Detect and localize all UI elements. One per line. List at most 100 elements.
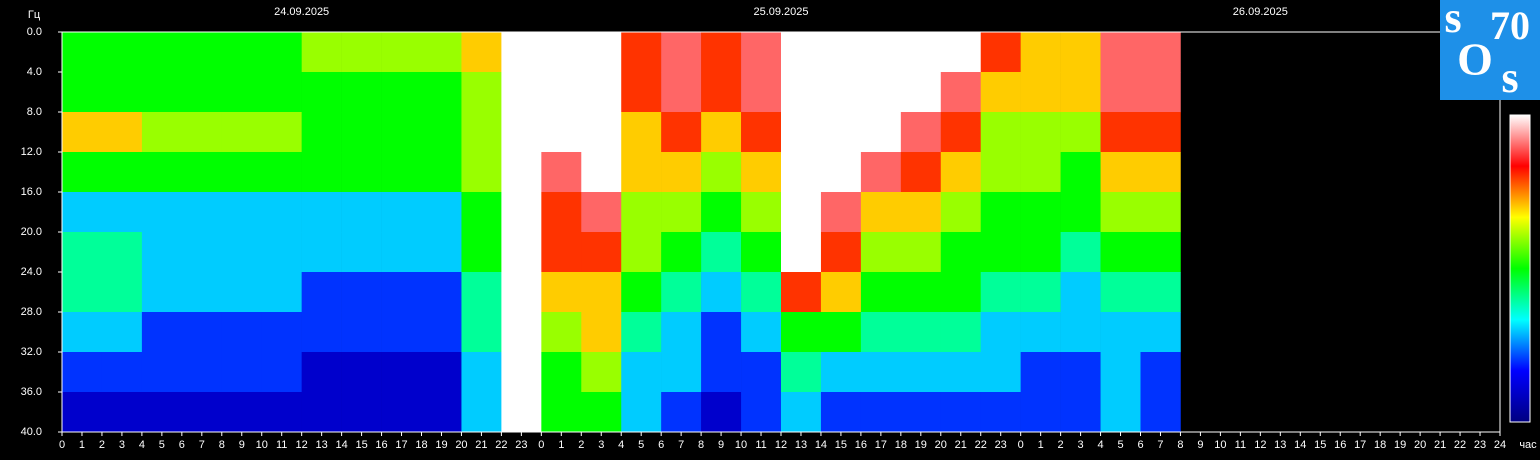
heatmap-cell <box>581 32 622 73</box>
heatmap-cell <box>181 192 223 233</box>
heatmap-cell <box>501 112 542 153</box>
heatmap-cell <box>261 312 302 353</box>
heatmap-cell <box>501 232 542 273</box>
heatmap-cell <box>501 72 542 113</box>
heatmap-cell <box>900 232 942 273</box>
heatmap-cell <box>781 272 822 313</box>
heatmap-cell <box>900 352 942 393</box>
heatmap-cell <box>421 352 462 393</box>
heatmap-cell <box>820 72 862 113</box>
heatmap-cell <box>541 152 582 193</box>
heatmap-cell <box>940 232 982 273</box>
day-label: 26.09.2025 <box>1233 6 1288 18</box>
heatmap-cell <box>301 232 342 273</box>
heatmap-cell <box>741 72 782 113</box>
heatmap-cell <box>781 72 822 113</box>
heatmap-cell <box>181 232 223 273</box>
heatmap-cell <box>461 152 502 193</box>
heatmap-cell <box>221 192 263 233</box>
heatmap-cell <box>341 32 382 73</box>
x-tick-label: 2 <box>578 439 584 451</box>
x-tick-label: 23 <box>995 439 1007 451</box>
x-tick-label: 10 <box>735 439 747 451</box>
x-tick-label: 7 <box>199 439 205 451</box>
x-tick-label: 1 <box>558 439 564 451</box>
heatmap-cell <box>661 192 702 233</box>
heatmap-cell <box>980 32 1021 73</box>
heatmap-cell <box>621 192 662 233</box>
x-tick-label: 22 <box>975 439 987 451</box>
heatmap-cell <box>221 232 263 273</box>
heatmap-cell <box>381 72 422 113</box>
heatmap-cell <box>1140 72 1181 113</box>
heatmap <box>62 32 1181 433</box>
x-tick-label: 4 <box>618 439 624 451</box>
heatmap-cell <box>820 392 862 433</box>
heatmap-cell <box>541 352 582 393</box>
x-tick-label: 20 <box>1414 439 1426 451</box>
x-tick-label: 19 <box>435 439 447 451</box>
heatmap-cell <box>940 192 982 233</box>
heatmap-cell <box>301 392 342 433</box>
heatmap-cell <box>141 272 183 313</box>
heatmap-cell <box>181 32 223 73</box>
heatmap-cell <box>221 112 263 153</box>
x-tick-label: 13 <box>1274 439 1286 451</box>
heatmap-cell <box>980 392 1021 433</box>
heatmap-cell <box>781 112 822 153</box>
heatmap-cell <box>900 272 942 313</box>
x-tick-label: 11 <box>1235 439 1246 451</box>
heatmap-cell <box>1100 192 1141 233</box>
x-tick-label: 5 <box>1117 439 1123 451</box>
heatmap-cell <box>860 392 902 433</box>
heatmap-cell <box>101 72 143 113</box>
heatmap-cell <box>261 392 302 433</box>
x-tick-label: 17 <box>1354 439 1366 451</box>
y-tick-label: 28.0 <box>21 306 42 318</box>
x-tick-label: 18 <box>1374 439 1386 451</box>
heatmap-cell <box>1100 152 1141 193</box>
heatmap-cell <box>141 192 183 233</box>
heatmap-cell <box>741 232 782 273</box>
heatmap-cell <box>381 152 422 193</box>
y-tick-label: 32.0 <box>21 346 42 358</box>
heatmap-cell <box>581 152 622 193</box>
x-tick-label: 17 <box>395 439 407 451</box>
heatmap-cell <box>1020 312 1061 353</box>
heatmap-cell <box>301 32 342 73</box>
x-tick-label: 6 <box>179 439 185 451</box>
logo-number: 70 <box>1490 3 1530 48</box>
x-tick-label: 2 <box>99 439 105 451</box>
heatmap-cell <box>980 192 1021 233</box>
x-tick-label: 7 <box>1157 439 1163 451</box>
heatmap-cell <box>1140 272 1181 313</box>
heatmap-cell <box>501 272 542 313</box>
x-tick-label: 18 <box>895 439 907 451</box>
x-tick-label: 13 <box>795 439 807 451</box>
heatmap-cell <box>341 72 382 113</box>
x-tick-label: 19 <box>915 439 927 451</box>
x-tick-label: 14 <box>1294 439 1306 451</box>
heatmap-cell <box>101 192 143 233</box>
heatmap-cell <box>501 312 542 353</box>
heatmap-cell <box>501 352 542 393</box>
heatmap-cell <box>62 72 103 113</box>
heatmap-cell <box>860 72 902 113</box>
heatmap-cell <box>541 272 582 313</box>
heatmap-cell <box>741 32 782 73</box>
heatmap-cell <box>1140 32 1181 73</box>
heatmap-cell <box>461 312 502 353</box>
heatmap-cell <box>381 232 422 273</box>
x-tick-label: 24 <box>1494 439 1506 451</box>
heatmap-cell <box>341 152 382 193</box>
heatmap-cell <box>1060 112 1101 153</box>
heatmap-cell <box>980 232 1021 273</box>
heatmap-cell <box>62 392 103 433</box>
x-tick-label: 3 <box>1078 439 1084 451</box>
heatmap-cell <box>940 72 982 113</box>
heatmap-cell <box>181 272 223 313</box>
x-tick-label: 14 <box>815 439 827 451</box>
heatmap-cell <box>221 152 263 193</box>
heatmap-cell <box>1060 272 1101 313</box>
heatmap-cell <box>1020 232 1061 273</box>
